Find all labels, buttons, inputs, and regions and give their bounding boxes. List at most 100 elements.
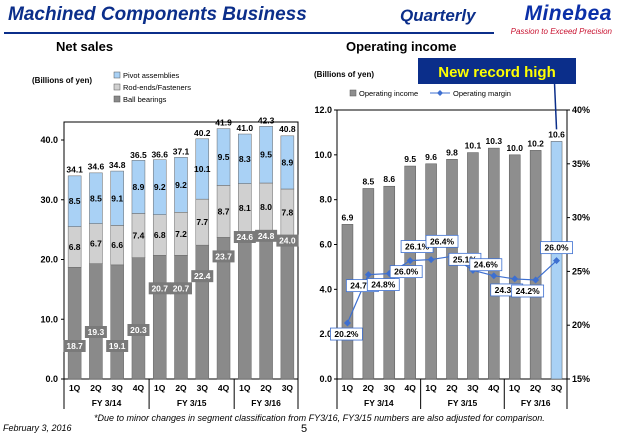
data-label-box [84, 326, 107, 338]
data-label-box [233, 231, 256, 244]
period-label: Quarterly [400, 6, 476, 25]
margin-label-box [540, 241, 573, 255]
x-tick-label: 3Q [197, 383, 209, 393]
margin-value-label: 24.2% [516, 286, 541, 296]
bar-segment [131, 257, 146, 380]
data-label-box [127, 324, 150, 336]
bar-value-label: 8.0 [260, 202, 272, 212]
bar-segment [110, 264, 124, 380]
margin-label-box [511, 284, 545, 298]
callout-line [553, 83, 558, 130]
bar-segment [174, 255, 188, 380]
x-tick-label: 4Q [405, 383, 417, 393]
x-tick-label: 2Q [90, 383, 102, 393]
y-tick-label: 4.0 [319, 284, 332, 294]
y-tick-label: 30.0 [40, 195, 58, 205]
bar-total-label: 42.3 [258, 115, 275, 125]
bar-value-label: 8.5 [69, 196, 81, 206]
margin-value-label: 24.6% [474, 260, 499, 270]
bar-total-label: 36.5 [130, 150, 147, 160]
x-tick-label: 1Q [509, 383, 521, 393]
bar-segment [89, 172, 103, 224]
y2-tick-label: 25% [572, 266, 590, 276]
x-tick-label: 1Q [154, 383, 166, 393]
x-tick-label: 1Q [69, 383, 81, 393]
bar-value-label: 20.3 [130, 325, 147, 335]
margin-value-label: 26.1% [405, 242, 430, 252]
y-tick-label: 10.0 [40, 314, 58, 324]
record-banner [418, 58, 576, 84]
bar-total-label: 40.8 [279, 124, 296, 134]
bar-total-label: 40.2 [194, 128, 211, 138]
bar [425, 163, 437, 380]
y-tick-label: 8.0 [319, 195, 332, 205]
bar-value-label: 6.6 [111, 240, 123, 250]
bar-value-label: 10.2 [527, 138, 544, 148]
bar-value-label: 8.5 [362, 176, 374, 186]
y2-tick-label: 35% [572, 159, 590, 169]
bar-value-label: 9.5 [218, 152, 230, 162]
bar-value-label: 8.9 [133, 182, 145, 192]
y-tick-label: 12.0 [314, 105, 332, 115]
bar [529, 150, 542, 380]
bar-total-label: 41.9 [215, 118, 232, 128]
group-label: FY 3/14 [364, 398, 394, 408]
y-tick-label: 40.0 [40, 135, 58, 145]
legend-label: Operating income [359, 89, 418, 98]
margin-point [511, 275, 519, 283]
data-label-box [148, 282, 171, 295]
bar-value-label: 8.9 [281, 157, 293, 167]
bar-value-label: 6.8 [154, 230, 166, 240]
margin-value-label: 26.0% [544, 243, 569, 253]
bar-segment [259, 230, 273, 380]
bar-value-label: 8.3 [239, 154, 251, 164]
margin-point [427, 256, 435, 264]
bar-value-label: 19.1 [109, 341, 126, 351]
bar-value-label: 7.7 [196, 217, 208, 227]
x-tick-label: 2Q [260, 383, 272, 393]
bar-value-label: 10.3 [486, 136, 503, 146]
bar-value-label: 10.1 [465, 141, 482, 151]
y2-tick-label: 30% [572, 213, 590, 223]
bar [446, 159, 458, 380]
bar-value-label: 9.5 [260, 150, 272, 160]
y-tick-label: 0.0 [319, 374, 332, 384]
data-label-box [276, 234, 299, 247]
legend-label: Rod-ends/Fasteners [123, 83, 191, 92]
record-banner-text: New record high [438, 64, 556, 81]
bar [341, 224, 354, 380]
bar-value-label: 9.1 [111, 193, 123, 203]
operating-income-chart: 0.0 2.0 4.0 6.0 8.0 10.0 12.0 15% 20% 25% 30% 35% 40… [314, 58, 590, 409]
bar-value-label: 23.7 [215, 251, 232, 261]
x-tick-label: 1Q [425, 383, 437, 393]
x-tick-label: 2Q [363, 383, 375, 393]
company-logo: Minebea Passion to Exceed Precision [496, 2, 616, 40]
bar-segment [67, 267, 82, 380]
group-label: FY 3/14 [92, 398, 122, 408]
bar-segment [216, 128, 231, 186]
net-sales-subtitle: Net sales [56, 39, 114, 54]
bar-value-label: 24.8 [258, 231, 275, 241]
margin-point [343, 319, 351, 327]
x-tick-label: 3Q [282, 383, 294, 393]
operating-income-subtitle: Operating income [346, 39, 457, 54]
bar-value-label: 20.7 [151, 283, 168, 293]
margin-value-label: 25.1% [453, 254, 478, 264]
bar-value-label: 24.0 [279, 236, 296, 246]
data-label-box [170, 282, 192, 295]
margin-point [532, 276, 540, 284]
y-tick-label: 10.0 [314, 150, 332, 160]
bar-value-label: 9.2 [175, 180, 187, 190]
bar-total-label: 34.8 [109, 160, 126, 170]
margin-label-box [389, 265, 423, 279]
bar-segment [238, 133, 252, 184]
group-label: FY 3/16 [521, 398, 551, 408]
legend-label: Pivot assemblies [123, 71, 180, 80]
bar-value-label: 8.6 [383, 174, 395, 184]
bar-segment [131, 160, 146, 214]
bar-segment [67, 175, 82, 227]
x-tick-label: 3Q [467, 383, 479, 393]
bar-value-label: 9.8 [446, 147, 458, 157]
y-tick-label: 2.0 [319, 329, 332, 339]
bar-segment [110, 170, 124, 226]
